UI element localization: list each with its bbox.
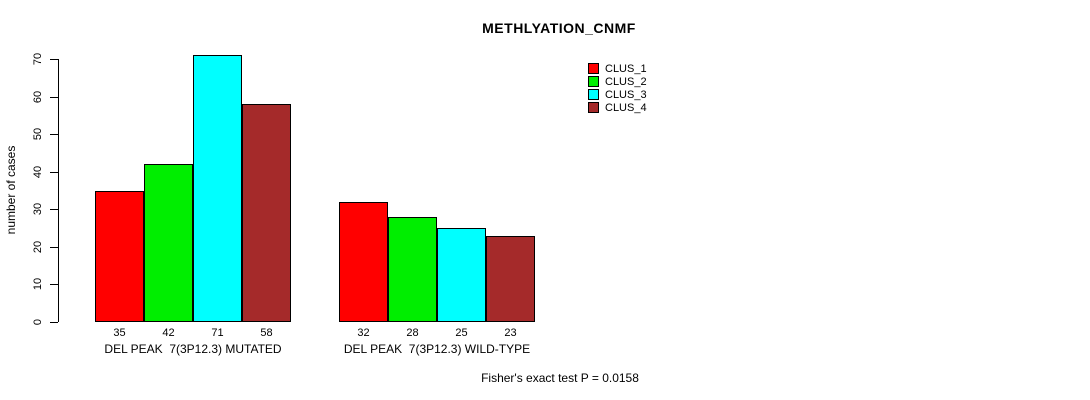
legend-swatch-clus_4 <box>588 102 599 113</box>
annotation-text: Fisher's exact test P = 0.0158 <box>481 371 639 385</box>
y-axis-tick <box>50 322 58 323</box>
bar-clus_3 <box>193 55 242 322</box>
bar-clus_3 <box>437 228 486 322</box>
group-label: DEL PEAK 7(3P12.3) WILD-TYPE <box>343 342 531 356</box>
y-axis-tick <box>50 171 58 173</box>
y-axis-tick <box>50 134 58 136</box>
bar-clus_2 <box>144 164 193 322</box>
bar-value-label: 32 <box>357 327 370 339</box>
y-axis-tick <box>50 59 58 60</box>
y-axis-tick-label: 10 <box>32 278 44 291</box>
bar-clus_4 <box>486 235 535 322</box>
legend-item-clus_4: CLUS_4 <box>588 101 647 114</box>
y-axis-tick <box>50 284 58 286</box>
bar-value-label: 28 <box>406 327 419 339</box>
y-axis-tick-label: 50 <box>32 128 44 141</box>
bar-clus_2 <box>388 216 437 322</box>
legend-swatch-clus_1 <box>588 63 599 74</box>
y-axis-tick-label: 40 <box>32 165 44 178</box>
bar-value-label: 25 <box>455 327 468 339</box>
y-axis-tick <box>50 96 58 98</box>
y-axis-tick-label: 60 <box>32 90 44 103</box>
y-axis-tick <box>50 209 58 211</box>
bar-value-label: 23 <box>504 327 517 339</box>
chart-title: METHLYATION_CNMF <box>482 20 636 36</box>
bar-clus_1 <box>339 201 388 322</box>
legend-swatch-clus_3 <box>588 89 599 100</box>
bar-value-label: 35 <box>113 327 126 339</box>
legend-label: CLUS_1 <box>605 62 647 75</box>
bar-value-label: 58 <box>260 327 273 339</box>
legend-item-clus_2: CLUS_2 <box>588 75 647 88</box>
y-axis-tick-label: 70 <box>32 52 44 66</box>
legend: CLUS_1 CLUS_2 CLUS_3 CLUS_4 <box>588 62 647 114</box>
group-label: DEL PEAK 7(3P12.3) MUTATED <box>104 342 282 356</box>
y-axis-tick <box>50 246 58 248</box>
legend-item-clus_3: CLUS_3 <box>588 88 647 101</box>
bar-clus_4 <box>242 104 291 322</box>
legend-swatch-clus_2 <box>588 76 599 87</box>
bar-value-label: 42 <box>162 327 175 339</box>
y-axis-tick-label: 20 <box>32 240 44 253</box>
y-axis-tick-label: 0 <box>32 318 44 326</box>
bar-clus_1 <box>95 190 144 322</box>
legend-label: CLUS_2 <box>605 75 647 88</box>
legend-label: CLUS_3 <box>605 88 647 101</box>
legend-label: CLUS_4 <box>605 101 647 114</box>
y-axis-title: number of cases <box>4 145 18 235</box>
y-axis-tick-label: 30 <box>32 203 44 216</box>
legend-item-clus_1: CLUS_1 <box>588 62 647 75</box>
bar-value-label: 71 <box>211 327 224 339</box>
y-axis-line <box>58 59 59 322</box>
